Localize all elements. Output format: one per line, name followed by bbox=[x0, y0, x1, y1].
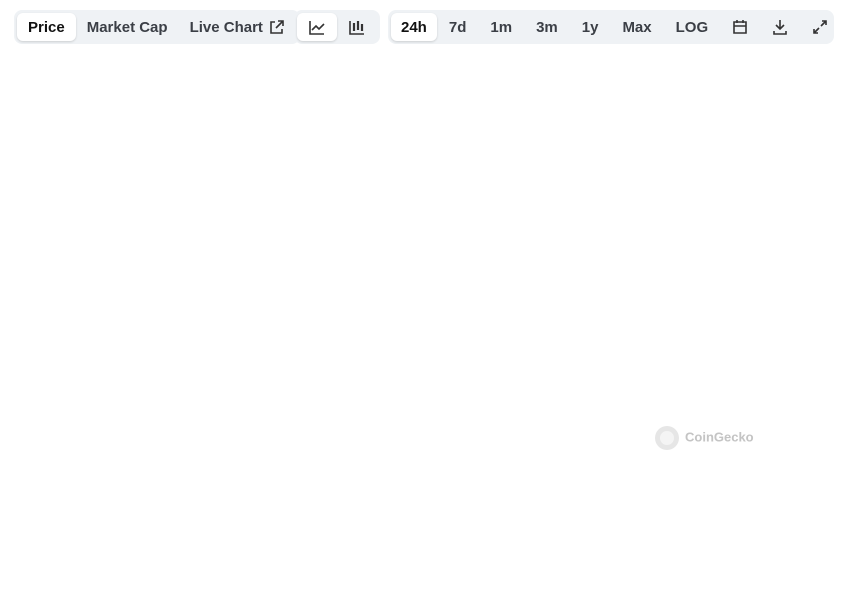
calendar-button[interactable] bbox=[720, 13, 760, 41]
chart-tab[interactable]: Price bbox=[17, 13, 76, 41]
chart-tabs: Price Market Cap Live Chart bbox=[14, 10, 300, 44]
range-tab-label: LOG bbox=[675, 18, 709, 36]
range-tab-label: 24h bbox=[401, 18, 427, 36]
watermark: CoinGecko bbox=[655, 426, 754, 450]
range-tab[interactable]: LOG bbox=[664, 13, 721, 41]
icon bbox=[733, 20, 747, 34]
chart-tab[interactable]: Live Chart bbox=[179, 13, 297, 41]
line-chart-button[interactable]: $0.0₂9$0.0₂85$0.0₂8$0.0₂75$0.0₂7$0.0₂65$… bbox=[297, 13, 337, 41]
icon bbox=[813, 20, 827, 34]
range-tab-label: 1m bbox=[490, 18, 513, 36]
range-tab[interactable]: 1y bbox=[570, 13, 611, 41]
chart-style: $0.0₂9$0.0₂85$0.0₂8$0.0₂75$0.0₂7$0.0₂65$… bbox=[294, 10, 380, 44]
chart-tab-label: Price bbox=[28, 18, 65, 36]
range-tab-label: 1y bbox=[581, 18, 599, 36]
range-tab[interactable]: 24h bbox=[391, 13, 437, 41]
range-tab[interactable]: 3m bbox=[524, 13, 570, 41]
range-tab-label: 3m bbox=[536, 18, 558, 36]
range-tab-label: 7d bbox=[448, 18, 467, 36]
range-tab[interactable]: Max bbox=[610, 13, 663, 41]
chart-tab-label: Market Cap bbox=[86, 18, 168, 36]
candle-chart-button[interactable] bbox=[337, 13, 377, 41]
watermark-text: CoinGecko bbox=[685, 429, 754, 444]
chart-tab[interactable]: Market Cap bbox=[76, 13, 179, 41]
download-button[interactable] bbox=[760, 13, 800, 41]
icon bbox=[270, 20, 284, 34]
range-tab-label: Max bbox=[622, 18, 652, 36]
range-tab[interactable]: 7d bbox=[437, 13, 479, 41]
icon bbox=[773, 20, 787, 35]
range-tab[interactable]: 1m bbox=[478, 13, 524, 41]
fullscreen-button[interactable] bbox=[800, 13, 840, 41]
chart-tab-label: Live Chart bbox=[189, 18, 263, 36]
range-tabs: 24h 7d 1m 3m 1y Max LOG bbox=[388, 10, 834, 44]
